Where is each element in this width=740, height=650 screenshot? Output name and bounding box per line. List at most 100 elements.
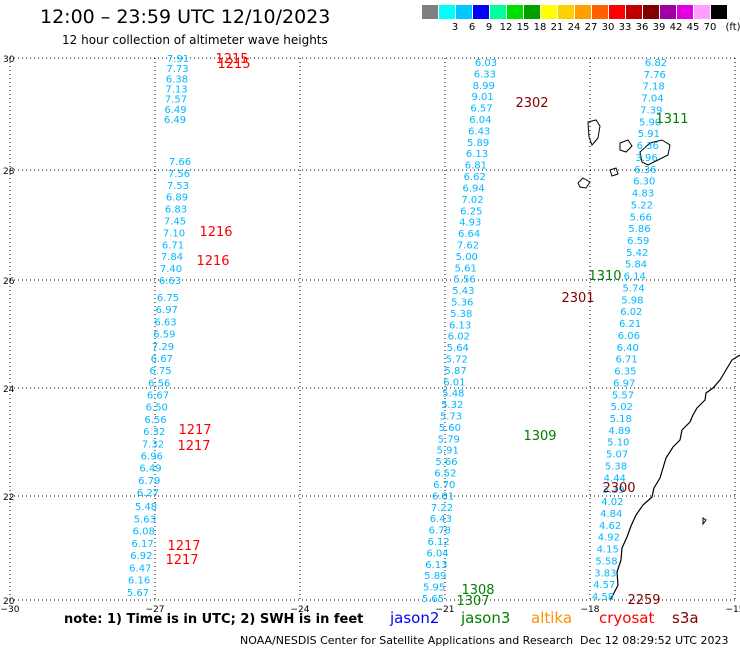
pass-time-label: 2300 <box>602 481 635 496</box>
swh-value: 5.43 <box>452 286 474 297</box>
legend-label: 39 <box>652 22 666 33</box>
swh-value: 6.33 <box>474 69 496 80</box>
lat-tick-label: 20 <box>3 597 15 607</box>
swh-value: 6.32 <box>143 427 165 438</box>
pass-time-label: 1217 <box>177 439 210 454</box>
swh-value: 6.71 <box>615 355 637 366</box>
swh-value: 6.30 <box>633 177 655 188</box>
legend-label: 12 <box>499 22 513 33</box>
swh-value: 6.97 <box>613 378 635 389</box>
swh-value: 5.38 <box>450 309 472 320</box>
swh-value: 6.83 <box>165 205 187 216</box>
swh-value: 6.47 <box>129 563 151 574</box>
swh-value: 5.10 <box>607 438 629 449</box>
swh-value: 5.58 <box>595 556 617 567</box>
swh-value: 6.56 <box>148 378 170 389</box>
canary-island-4 <box>577 177 591 189</box>
coastline <box>577 119 740 601</box>
swh-value: 5.48 <box>442 389 464 400</box>
swh-value: 4.62 <box>599 521 621 532</box>
swh-value: 7.91 <box>167 54 189 65</box>
swh-value: 5.00 <box>456 252 478 263</box>
satellite-name: altika <box>531 609 573 627</box>
swh-value: 7.45 <box>164 217 186 228</box>
swh-value: 4.93 <box>459 218 481 229</box>
pass-time-label: 1215 <box>215 52 248 67</box>
swh-value: 7.02 <box>461 195 483 206</box>
swh-value: 5.57 <box>612 390 634 401</box>
swh-value: 6.43 <box>430 514 452 525</box>
lat-tick-label: 26 <box>3 277 15 287</box>
swh-value: 4.58 <box>592 592 614 603</box>
swh-value: 5.65 <box>422 594 444 605</box>
swh-value: 5.48 <box>135 502 157 513</box>
swh-value: 6.50 <box>146 403 168 414</box>
swh-value: 6.64 <box>458 229 480 240</box>
swh-value: 6.03 <box>475 58 497 69</box>
swh-value: 6.04 <box>426 548 448 559</box>
swh-value: 7.10 <box>163 228 185 239</box>
map-subtitle: 12 hour collection of altimeter wave hei… <box>62 33 328 47</box>
swh-value: 5.79 <box>438 434 460 445</box>
swh-value: 6.14 <box>624 272 646 283</box>
lat-tick-label: 30 <box>3 55 15 65</box>
legend-swatch <box>422 5 438 19</box>
swh-value: 5.32 <box>441 400 463 411</box>
swh-value: 6.13 <box>466 149 488 160</box>
swh-value: 5.42 <box>626 248 648 259</box>
swh-value: 6.21 <box>619 319 641 330</box>
legend-swatch <box>711 5 727 19</box>
swh-value: 6.81 <box>432 491 454 502</box>
coast-islet <box>702 517 707 526</box>
legend-label: 15 <box>516 22 530 33</box>
swh-value: 6.49 <box>164 105 186 116</box>
swh-value: 4.92 <box>598 533 620 544</box>
canary-island-5 <box>609 167 619 177</box>
pass-time-label: 2302 <box>515 96 548 111</box>
swh-value: 5.89 <box>424 571 446 582</box>
map-title: 12:00 – 23:59 UTC 12/10/2023 <box>40 6 331 28</box>
swh-value: 5.67 <box>127 588 149 599</box>
swh-value: 6.62 <box>464 172 486 183</box>
lon-tick-label: −30 <box>1 605 20 615</box>
swh-value: 5.90 <box>639 117 661 128</box>
altimeter-tracks: 7.917.736.387.137.576.496.497.667.567.53… <box>127 54 667 605</box>
swh-value: 6.70 <box>433 480 455 491</box>
legend-swatch <box>575 5 591 19</box>
swh-value: 8.99 <box>473 81 495 92</box>
swh-value: 6.17 <box>131 539 153 550</box>
swh-value: 6.63 <box>154 317 176 328</box>
swh-value: 5.98 <box>621 295 643 306</box>
swh-value: 5.66 <box>435 457 457 468</box>
pass-time-label: 1310 <box>588 269 621 284</box>
lon-tick-label: −27 <box>146 605 165 615</box>
legend-swatch <box>609 5 625 19</box>
swh-value: 6.25 <box>460 206 482 217</box>
satellite-name: s3a <box>672 609 699 627</box>
swh-value: 5.95 <box>423 583 445 594</box>
lon-tick-label: −24 <box>291 605 310 615</box>
swh-value: 7.18 <box>642 82 664 93</box>
canary-island-2 <box>639 139 671 166</box>
swh-value: 6.02 <box>448 332 470 343</box>
swh-value: 6.40 <box>617 343 639 354</box>
swh-value: 5.36 <box>451 298 473 309</box>
pass-time-label: 1309 <box>523 429 556 444</box>
pass-time-label: 2259 <box>627 593 660 608</box>
legend-label: 30 <box>601 22 615 33</box>
pass-time-label: 2301 <box>561 291 594 306</box>
legend-swatch <box>677 5 693 19</box>
swh-value: 5.18 <box>610 414 632 425</box>
swh-value: 6.56 <box>144 415 166 426</box>
swh-value: 7.66 <box>169 157 191 168</box>
swh-value: 7.22 <box>431 503 453 514</box>
lat-tick-label: 24 <box>3 385 15 395</box>
swh-value: 6.49 <box>139 464 161 475</box>
swh-value: 4.02 <box>601 497 623 508</box>
legend-label: 24 <box>567 22 581 33</box>
legend-swatch <box>626 5 642 19</box>
swh-value: 7.39 <box>640 106 662 117</box>
satellite-name: cryosat <box>599 609 655 627</box>
legend-swatch <box>507 5 523 19</box>
